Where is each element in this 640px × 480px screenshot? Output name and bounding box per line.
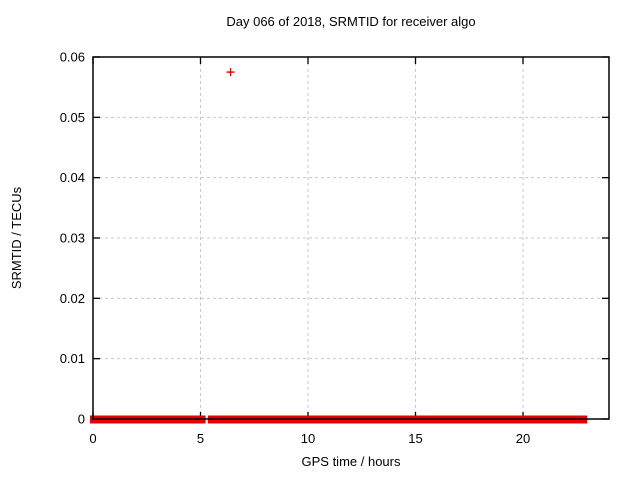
- x-tick-label: 15: [408, 431, 422, 446]
- data-point-outlier: [226, 68, 235, 77]
- y-tick-label: 0.03: [60, 231, 85, 246]
- x-tick-label: 0: [89, 431, 96, 446]
- y-tick-label: 0.06: [60, 50, 85, 65]
- chart-title: Day 066 of 2018, SRMTID for receiver alg…: [226, 14, 476, 29]
- y-tick-label: 0.04: [60, 170, 85, 185]
- y-tick-label: 0.05: [60, 110, 85, 125]
- x-tick-label: 20: [516, 431, 530, 446]
- plot-border: [92, 56, 610, 420]
- x-tick-label: 5: [197, 431, 204, 446]
- y-axis-label: SRMTID / TECUs: [9, 186, 24, 290]
- y-tick-label: 0.02: [60, 291, 85, 306]
- x-axis-label: GPS time / hours: [301, 454, 401, 469]
- x-tick-label: 10: [301, 431, 315, 446]
- y-tick-label: 0.01: [60, 351, 85, 366]
- y-tick-label: 0: [78, 412, 85, 427]
